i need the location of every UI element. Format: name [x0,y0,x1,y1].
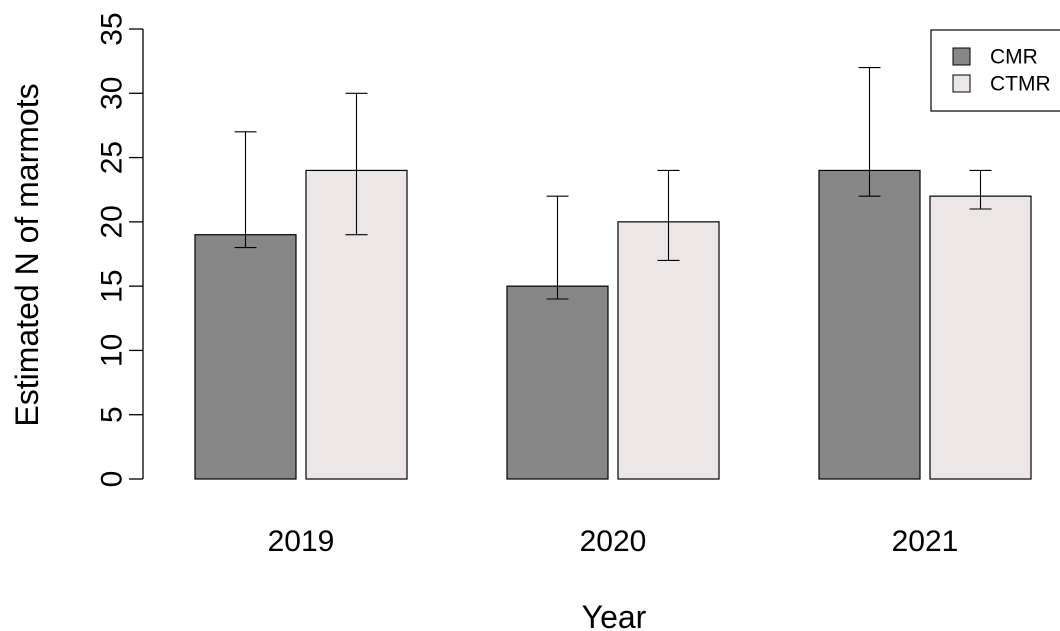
x-tick-label-2020: 2020 [580,525,647,558]
bars [194,67,1032,480]
y-tick-label: 20 [96,205,129,238]
x-tick-label-2021: 2021 [892,525,959,558]
legend-swatch-cmr [952,47,971,66]
y-axis-title: Estimated N of marmots [9,83,45,426]
legend-label-ctmr: CTMR [990,73,1051,96]
x-axis-title: Year [582,599,647,631]
bar-ctmr-2021 [929,195,1032,480]
y-tick-label: 15 [96,269,129,302]
legend-box [930,29,1060,112]
error-bar-cmr-2021 [858,67,881,197]
y-tick-label: 35 [96,12,129,45]
x-tick-labels: 2019 2020 2021 [268,525,959,558]
bar-cmr-2019 [194,234,297,480]
error-bar-cmr-2019 [234,131,257,249]
legend-label-cmr: CMR [990,46,1038,69]
y-tick-label: 5 [96,406,129,423]
error-bar-ctmr-2021 [969,169,992,210]
bar-cmr-2020 [506,285,609,480]
error-bar-ctmr-2020 [657,169,680,261]
y-tick-label: 30 [96,77,129,110]
y-axis: 0 5 10 15 20 25 30 35 [96,12,144,487]
x-tick-label-2019: 2019 [268,525,335,558]
legend-swatch-ctmr [952,74,971,93]
error-bar-ctmr-2019 [345,92,368,236]
y-tick-label: 10 [96,334,129,367]
bar-cmr-2021 [818,169,921,480]
error-bar-cmr-2020 [546,195,569,300]
y-tick-label: 0 [96,471,129,488]
y-tick-label: 25 [96,141,129,174]
legend: CMR CTMR [930,29,1060,112]
